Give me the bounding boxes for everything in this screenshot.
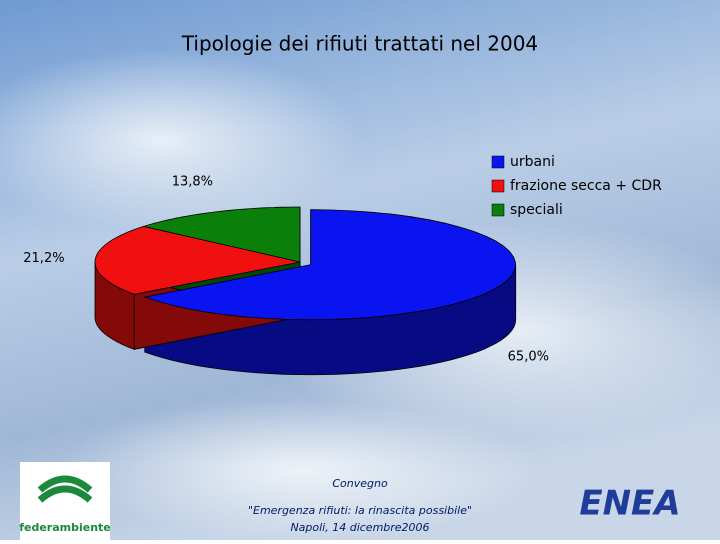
legend-label: speciali [510, 202, 563, 218]
data-label: 13,8% [172, 175, 213, 190]
pie-tops [94, 206, 516, 321]
logo-left: federambiente [19, 521, 111, 534]
data-label: 21,2% [23, 251, 64, 266]
legend-swatch [491, 179, 505, 193]
logo-left-box [20, 462, 110, 540]
legend-swatch [491, 155, 505, 169]
footer-line: Convegno [332, 477, 388, 490]
cloud [0, 50, 360, 230]
pie: 65,0% 21,2% 13,8% [23, 175, 549, 376]
legend-label: frazione secca + CDR [510, 178, 662, 194]
legend-swatch [491, 203, 505, 217]
legend-label: urbani [510, 154, 555, 170]
footer-line: Napoli, 14 dicembre2006 [290, 521, 429, 534]
footer-line: "Emergenza rifiuti: la rinascita possibi… [248, 504, 472, 517]
chart-title: Tipologie dei rifiuti trattati nel 2004 [181, 32, 538, 56]
logo-icon [37, 475, 93, 503]
data-label: 65,0% [508, 349, 549, 364]
slice [142, 206, 301, 263]
cloud [60, 400, 540, 540]
slice [94, 225, 301, 295]
logo-right: ENEA [579, 484, 680, 524]
legend: urbani frazione secca + CDR speciali [491, 154, 662, 218]
slice [143, 209, 516, 321]
